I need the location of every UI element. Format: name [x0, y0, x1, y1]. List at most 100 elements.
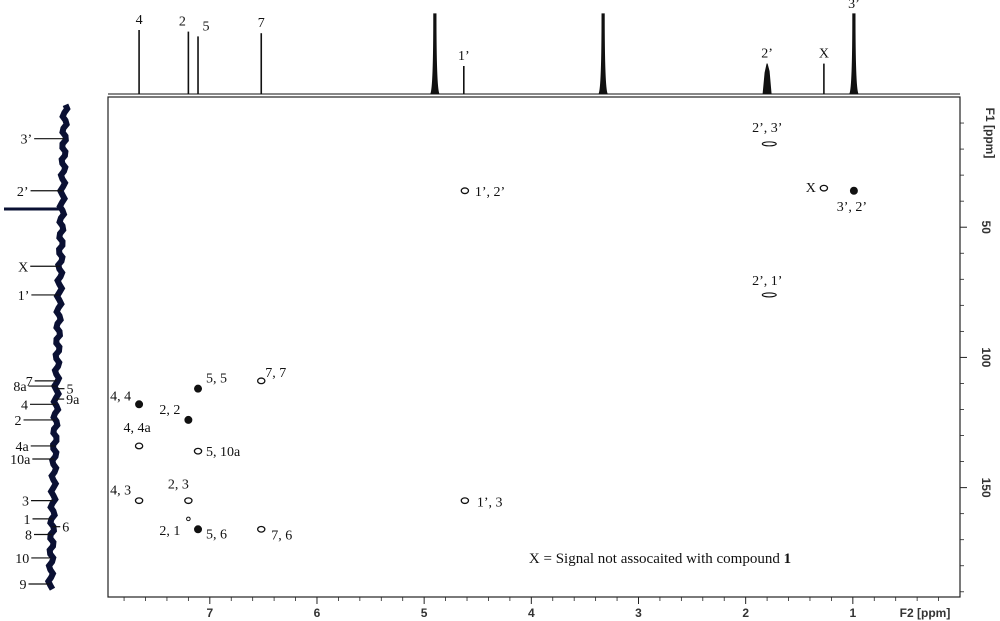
proton-peak-label: 1’	[458, 49, 470, 64]
carbon-peak-label: 4	[21, 398, 28, 413]
proton-peak-label: 5	[203, 19, 210, 34]
carbon-peak-8a: 8a	[13, 380, 57, 395]
cross-peak-7-6: 7, 6	[257, 525, 292, 543]
carbon-peak-label: 9a	[66, 393, 80, 408]
x-tick-label: 5	[421, 606, 428, 620]
cross-peak-x: X	[806, 181, 829, 196]
cross-peak-label: 5, 10a	[206, 445, 241, 460]
carbon-peak-label: 4a	[16, 440, 30, 455]
proton-peak-2p: 2’	[761, 47, 773, 95]
carbon-peak-label: 2’	[17, 185, 29, 200]
proton-peak-3p: 3’	[848, 0, 860, 95]
proton-peak-2: 2	[179, 15, 190, 94]
proton-spectrum-trace: 4 2 5 7 1’ 2’ X 3’	[108, 0, 960, 95]
proton-peak-label: 7	[258, 16, 265, 31]
cross-peak-label: 4, 4	[110, 389, 131, 404]
carbon-peak-1p: 1’	[18, 289, 60, 304]
carbon-peak-10: 10	[15, 552, 52, 567]
proton-peak-x: X	[819, 47, 829, 94]
proton-peak	[430, 13, 440, 95]
carbon-peak-label: 3	[22, 495, 29, 510]
cross-peak-label: 2, 3	[168, 478, 189, 493]
carbon-peak-4: 4	[21, 398, 56, 413]
cross-peak-layer: 2’, 3’ 1’, 2’ X 3’, 2’ 2’, 1’ 5, 5 7, 7 4, 4 2, …	[110, 121, 867, 543]
cross-peak-label: 4, 3	[110, 484, 131, 499]
proton-peak-label: 2’	[761, 47, 773, 62]
proton-peak-label: 3’	[848, 0, 860, 12]
x-tick-label: 6	[314, 606, 321, 620]
proton-peak-label: 4	[136, 13, 143, 28]
cross-peak-5-10a: 5, 10a	[193, 445, 241, 460]
cross-peak-2p-1p: 2’, 1’	[752, 274, 782, 298]
cross-peak-2-1: 2, 1	[159, 516, 191, 539]
carbon-peak-label: 8a	[13, 380, 27, 395]
cross-peak-3p-2p: 3’, 2’	[837, 186, 867, 215]
proton-peak-1p: 1’	[458, 49, 470, 94]
cross-peak-1p-2p: 1’, 2’	[460, 185, 505, 200]
proton-peak-7: 7	[258, 16, 265, 94]
cross-peak-label: 2, 1	[159, 524, 180, 539]
proton-peak-4: 4	[136, 13, 143, 94]
carbon-peak-label: 1’	[18, 289, 30, 304]
cross-peak-2-3: 2, 3	[168, 478, 193, 505]
carbon-baseline	[44, 103, 71, 591]
cross-peak-label: X	[806, 181, 816, 196]
carbon-peak-4a: 4a	[16, 440, 55, 455]
carbon-peak-label: 2	[15, 414, 22, 429]
carbon-peak-2p: 2’	[17, 185, 63, 200]
cross-peak-2-2: 2, 2	[159, 403, 193, 424]
y-tick-label: 50	[979, 221, 993, 235]
cross-peak-4-4: 4, 4	[110, 389, 144, 409]
carbon-peak-7: 7	[26, 375, 57, 390]
cross-peak-label: 7, 7	[265, 366, 286, 381]
carbon-peak-1: 1	[23, 513, 53, 528]
carbon-peak-label: 8	[25, 529, 32, 544]
y-tick-label: 100	[979, 347, 993, 367]
cross-peak-7-7: 7, 7	[257, 366, 286, 385]
carbon-peak-label: 1	[23, 513, 30, 528]
carbon-peak-label: X	[18, 260, 28, 275]
cross-peak-label: 4, 4a	[123, 421, 151, 436]
proton-peak-label: X	[819, 47, 829, 62]
cross-peak-label: 1’, 2’	[475, 185, 505, 200]
annotation-note: X = Signal not assocaited with compound …	[529, 551, 791, 567]
cross-peak-1p-3: 1’, 3	[460, 496, 503, 511]
cross-peak-label: 1’, 3	[477, 496, 503, 511]
proton-peak-label: 2	[179, 15, 186, 30]
cross-peak-label: 2’, 3’	[752, 121, 782, 136]
carbon-peak-3: 3	[22, 495, 54, 510]
proton-peak-5: 5	[197, 19, 210, 94]
cross-peak-label: 7, 6	[271, 528, 292, 543]
cross-peak-label: 2’, 1’	[752, 274, 782, 289]
annotation-prefix: X = Signal not assocaited with compound	[529, 551, 784, 567]
cross-peak-label: 5, 5	[206, 372, 227, 387]
carbon-peak-label: 7	[26, 375, 33, 390]
cross-peak-2p-3p: 2’, 3’	[752, 121, 782, 147]
carbon-peak-label: 10a	[10, 453, 31, 468]
cross-peak-4-4a: 4, 4a	[123, 421, 151, 450]
cross-peak-5-5: 5, 5	[194, 372, 227, 393]
x-tick-label: 1	[849, 606, 856, 620]
carbon-peak-label: 3’	[20, 133, 32, 148]
annotation-compound-number: 1	[784, 551, 792, 567]
x-tick-label: 7	[206, 606, 213, 620]
cross-peak-label: 5, 6	[206, 527, 227, 542]
carbon-peak-x: X	[18, 260, 61, 275]
carbon-peak-3p: 3’	[20, 133, 65, 148]
carbon-peak-9a: 9a	[56, 393, 80, 408]
x-tick-label: 4	[528, 606, 535, 620]
carbon-peak-label: 10	[15, 552, 29, 567]
cross-peak-5-6: 5, 6	[194, 525, 227, 542]
y-tick-label: 150	[979, 478, 993, 498]
y-axis-label: F1 [ppm]	[983, 108, 997, 159]
carbon-peak-10a: 10a	[10, 453, 55, 468]
x-tick-label: 3	[635, 606, 642, 620]
x-tick-label: 2	[742, 606, 749, 620]
cross-peak-label: 2, 2	[159, 403, 180, 418]
plot-frame	[107, 96, 961, 598]
carbon-peak-9: 9	[19, 578, 51, 593]
cross-peak-4-3: 4, 3	[110, 484, 144, 505]
